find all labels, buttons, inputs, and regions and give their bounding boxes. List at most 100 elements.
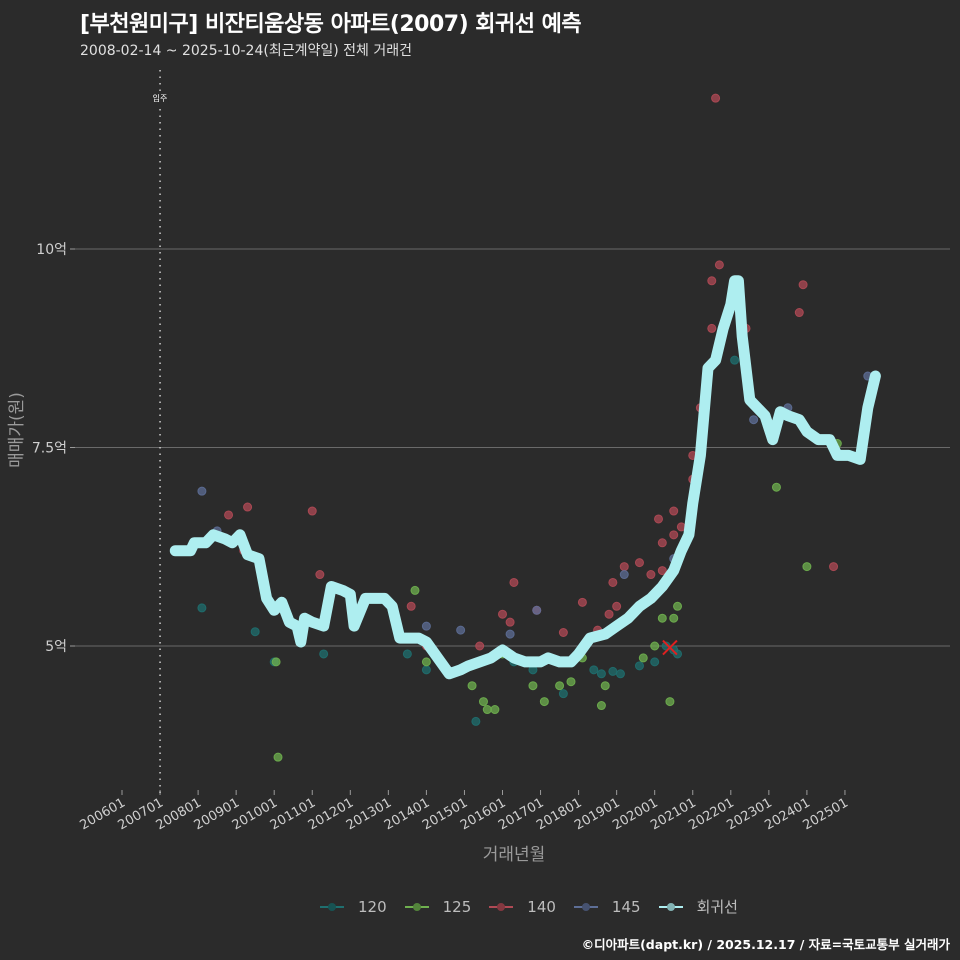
legend-label: 125: [442, 897, 472, 916]
data-point-140: [646, 570, 656, 580]
data-point-125: [600, 681, 610, 691]
move-in-annotation: 입주: [152, 70, 169, 795]
data-point-140: [307, 506, 317, 516]
legend-item-4: 회귀선: [658, 896, 738, 917]
data-point-140: [243, 502, 253, 512]
legend-label: 120: [358, 897, 387, 916]
data-point-145: [532, 605, 542, 615]
data-point-125: [657, 613, 667, 623]
data-point-140: [794, 308, 804, 318]
data-point-125: [490, 705, 500, 715]
data-point-140: [829, 562, 839, 572]
legend-key-icon: [320, 901, 344, 913]
data-point-140: [798, 280, 808, 290]
data-point-120: [596, 669, 606, 679]
data-point-140: [612, 601, 622, 611]
chart-title: [부천원미구] 비잔티움상동 아파트(2007) 회귀선 예측: [80, 12, 582, 37]
regression-line: [169, 275, 881, 680]
data-point-120: [608, 666, 618, 676]
data-point-125: [566, 677, 576, 687]
data-point-145: [197, 486, 207, 496]
data-point-125: [478, 697, 488, 707]
x-axis-title: 거래년월: [483, 845, 546, 865]
data-point-120: [615, 669, 625, 679]
x-marker: [662, 639, 678, 656]
data-point-125: [271, 657, 281, 667]
data-point-140: [509, 577, 519, 587]
chart-subtitle: 2008-02-14 ~ 2025-10-24(최근계약일) 전체 거래건: [80, 43, 412, 59]
legend-item-2: 140: [489, 898, 556, 916]
data-point-140: [707, 323, 717, 333]
y-tick-label: 5억: [45, 639, 67, 655]
data-point-140: [634, 558, 644, 568]
data-point-125: [528, 681, 538, 691]
data-point-140: [406, 601, 416, 611]
data-point-120: [650, 657, 660, 667]
data-point-125: [802, 562, 812, 572]
y-axis-title: 매매가(원): [7, 392, 27, 468]
data-point-125: [482, 705, 492, 715]
data-point-125: [596, 701, 606, 711]
data-point-140: [669, 506, 679, 516]
data-point-145: [505, 629, 515, 639]
data-point-120: [319, 649, 329, 659]
legend-item-1: 125: [404, 897, 472, 916]
y-tick-label: 7.5억: [32, 441, 67, 457]
legend-label: 회귀선: [696, 898, 738, 916]
data-point-125: [638, 653, 648, 663]
legend-key-icon: [658, 901, 683, 913]
data-point-140: [707, 276, 717, 286]
data-point-140: [711, 93, 721, 103]
data-point-140: [505, 617, 515, 627]
data-point-120: [250, 627, 260, 637]
data-point-140: [475, 641, 485, 651]
data-point-125: [650, 641, 660, 651]
legend-item-0: 120: [320, 898, 387, 916]
legend-key-icon: [404, 901, 429, 913]
data-point-125: [273, 752, 283, 762]
data-point-120: [421, 665, 431, 675]
data-point-125: [410, 585, 420, 595]
data-point-140: [657, 538, 667, 548]
legend-key-icon: [573, 901, 598, 913]
data-point-145: [619, 570, 629, 580]
data-point-140: [669, 530, 679, 540]
data-point-120: [402, 649, 412, 659]
data-point-125: [467, 681, 477, 691]
legend-label: 145: [611, 897, 641, 916]
data-point-125: [539, 697, 549, 707]
data-point-120: [730, 355, 740, 365]
data-point-140: [498, 609, 507, 619]
regression-path: [169, 275, 881, 680]
data-point-140: [608, 577, 618, 587]
data-point-120: [589, 665, 599, 675]
data-point-140: [558, 628, 568, 638]
annotation-label: 입주: [153, 94, 168, 103]
data-point-125: [771, 482, 781, 492]
data-point-125: [665, 697, 675, 707]
grid-lines: [75, 248, 950, 647]
data-point-125: [555, 681, 565, 691]
data-point-140: [714, 260, 724, 270]
data-point-140: [604, 609, 614, 619]
data-point-145: [456, 625, 466, 635]
data-point-140: [654, 514, 664, 524]
y-axis-ticks: 5억 7.5억 10억: [32, 242, 75, 655]
data-point-140: [315, 570, 325, 580]
data-point-145: [421, 621, 431, 631]
x-axis-ticks: 2006012007012008012009012010012011012012…: [78, 790, 851, 833]
data-point-140: [657, 566, 667, 576]
legend-item-3: 145: [573, 897, 641, 916]
legend-label: 140: [527, 897, 556, 916]
data-point-120: [558, 689, 568, 699]
data-point-120: [197, 603, 207, 613]
data-point-140: [224, 510, 234, 520]
y-tick-label: 10억: [36, 242, 67, 258]
data-point-125: [669, 613, 679, 623]
legend-key-icon: [489, 901, 514, 913]
data-point-145: [749, 415, 759, 425]
data-point-125: [673, 601, 683, 611]
legend: 120 125 140 145 회귀선: [320, 896, 738, 917]
data-point-125: [421, 657, 431, 667]
